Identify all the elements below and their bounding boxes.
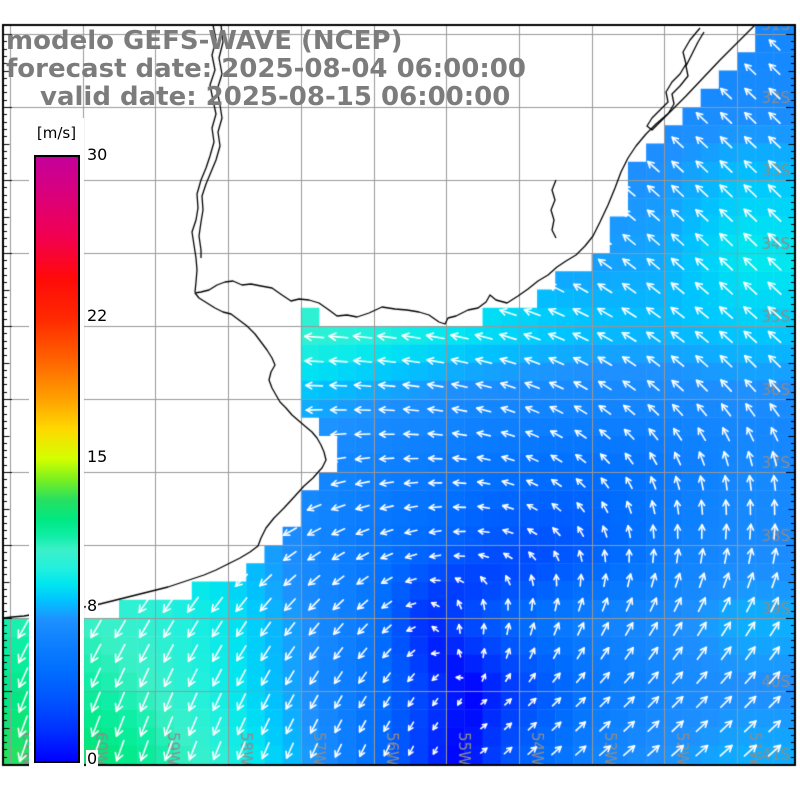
colorbar-gradient <box>34 155 80 763</box>
colorbar-panel: [m/s] 30 22 15 8 0 <box>29 118 109 768</box>
colorbar-tick-label: 30 <box>86 145 109 164</box>
colorbar-tick-label: 0 <box>86 749 99 768</box>
colorbar-tick-label: 15 <box>86 447 109 466</box>
colorbar-tick-label: 22 <box>86 306 109 326</box>
colorbar-tick-label: 8 <box>86 595 99 615</box>
colorbar-unit-label: [m/s] <box>36 124 77 142</box>
